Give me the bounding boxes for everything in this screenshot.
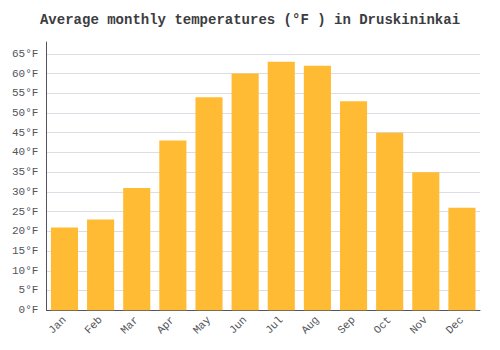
svg-text:5°F: 5°F: [19, 284, 39, 296]
svg-text:Nov: Nov: [408, 314, 431, 337]
svg-text:15°F: 15°F: [12, 245, 38, 257]
svg-text:Sep: Sep: [335, 314, 357, 336]
svg-text:10°F: 10°F: [12, 265, 38, 277]
svg-text:Mar: Mar: [119, 314, 141, 336]
svg-text:Apr: Apr: [155, 314, 177, 336]
svg-text:45°F: 45°F: [12, 127, 38, 139]
svg-text:60°F: 60°F: [12, 68, 38, 80]
svg-text:65°F: 65°F: [12, 48, 38, 60]
svg-text:50°F: 50°F: [12, 107, 38, 119]
svg-text:35°F: 35°F: [12, 166, 38, 178]
svg-text:Feb: Feb: [82, 314, 104, 336]
svg-text:0°F: 0°F: [19, 304, 39, 316]
svg-text:Jun: Jun: [227, 314, 249, 336]
svg-text:Aug: Aug: [299, 314, 321, 336]
svg-text:Oct: Oct: [371, 314, 393, 336]
svg-text:Dec: Dec: [444, 314, 466, 336]
svg-text:20°F: 20°F: [12, 225, 38, 237]
svg-text:Average monthly temperatures (: Average monthly temperatures (°F ) in Dr…: [40, 12, 460, 28]
svg-text:55°F: 55°F: [12, 87, 38, 99]
svg-text:Jan: Jan: [46, 314, 68, 336]
svg-text:40°F: 40°F: [12, 146, 38, 158]
svg-text:May: May: [191, 314, 214, 337]
svg-text:Jul: Jul: [263, 314, 285, 336]
svg-text:30°F: 30°F: [12, 186, 38, 198]
svg-text:25°F: 25°F: [12, 206, 38, 218]
